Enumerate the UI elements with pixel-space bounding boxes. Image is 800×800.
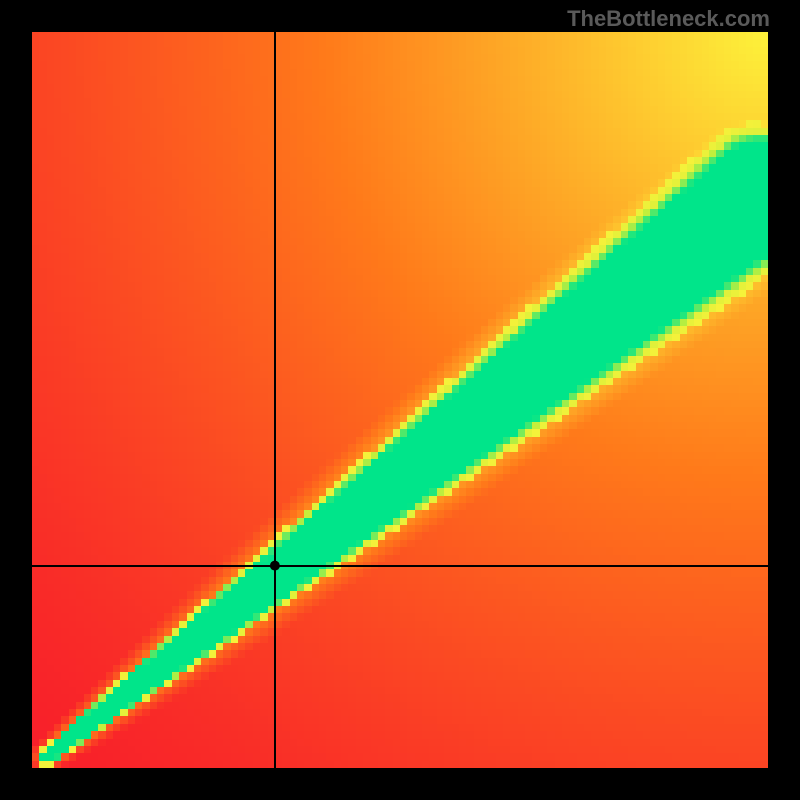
watermark-text: TheBottleneck.com xyxy=(567,6,770,32)
crosshair-dot-icon xyxy=(270,561,280,571)
chart-container: TheBottleneck.com xyxy=(0,0,800,800)
crosshair-marker xyxy=(0,0,800,800)
